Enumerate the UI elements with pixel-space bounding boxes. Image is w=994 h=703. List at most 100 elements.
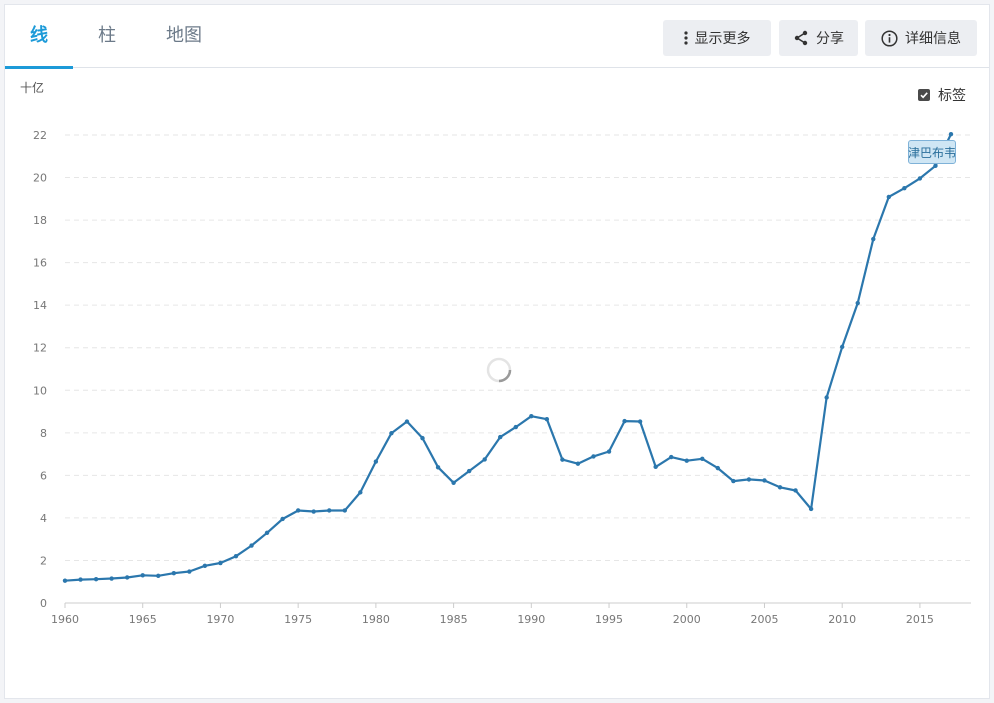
data-point (948, 131, 954, 137)
data-point (482, 457, 487, 462)
info-icon (881, 29, 898, 47)
x-tick-label: 1970 (206, 613, 234, 626)
data-point (824, 395, 829, 400)
data-point (124, 575, 130, 580)
y-tick-label: 0 (40, 597, 47, 610)
show-more-label: 显示更多 (694, 31, 751, 47)
x-tick-label: 1990 (517, 613, 545, 626)
line-chart: 0 2 4 6 8 10 12 14 16 18 20 22 1960 1965 1970 1975 1980… (33, 129, 971, 626)
gridlines (65, 134, 971, 561)
x-tick-label: 2000 (673, 613, 701, 626)
x-tick-label: 1960 (51, 613, 79, 626)
data-point (404, 419, 410, 424)
data-point (420, 435, 425, 441)
y-tick-label: 2 (40, 554, 47, 567)
data-point (855, 300, 860, 306)
x-tick-label: 1980 (362, 613, 390, 626)
y-tick-label: 18 (33, 214, 47, 227)
data-point (669, 454, 674, 460)
data-point (513, 424, 518, 430)
data-point (156, 573, 161, 578)
data-point (62, 578, 68, 583)
data-point (342, 508, 347, 513)
labels-toggle-label: 标签 (938, 88, 966, 104)
share-label: 分享 (816, 31, 844, 47)
data-point (358, 490, 363, 495)
x-tick-label: 1975 (284, 613, 312, 626)
details-label: 详细信息 (905, 31, 961, 47)
data-point (233, 554, 239, 559)
share-icon (793, 30, 809, 46)
data-point (327, 508, 332, 513)
data-point (560, 457, 565, 462)
x-tick-label: 1985 (440, 613, 468, 626)
data-point (808, 506, 814, 512)
series-label-tag: 津巴布韦 (908, 140, 956, 164)
data-point (109, 576, 114, 581)
data-point (171, 571, 177, 576)
chart-panel: 线 柱 地图 显示更多 分享 (4, 4, 990, 699)
data-point (295, 508, 301, 513)
y-tick-label: 12 (33, 342, 47, 355)
data-point (746, 477, 752, 482)
loading-spinner-icon (486, 357, 512, 383)
data-point (622, 418, 627, 424)
data-point (917, 176, 923, 181)
data-point (202, 563, 208, 568)
y-tick-label: 16 (33, 257, 47, 270)
show-more-button[interactable]: 显示更多 (663, 20, 771, 56)
data-point (389, 431, 394, 436)
y-tick-label: 22 (33, 129, 47, 142)
data-point (451, 480, 456, 486)
data-point (715, 465, 721, 471)
data-point (684, 458, 689, 463)
data-point (731, 478, 736, 484)
data-point (762, 478, 767, 483)
x-tick-label: 1995 (595, 613, 623, 626)
tab-bar[interactable]: 柱 (98, 25, 116, 46)
data-point (218, 560, 223, 566)
data-point (902, 185, 907, 191)
data-point (264, 530, 270, 535)
data-point (637, 419, 643, 424)
y-tick-label: 6 (40, 469, 47, 482)
data-point (373, 459, 379, 464)
tab-map[interactable]: 地图 (166, 25, 202, 46)
series-points (62, 131, 954, 583)
data-point (933, 163, 938, 169)
checkmark-icon (920, 92, 928, 99)
data-point (886, 194, 892, 200)
data-point (498, 434, 503, 440)
y-tick-label: 10 (33, 384, 47, 397)
data-point (793, 488, 798, 493)
data-point (529, 414, 534, 419)
labels-toggle[interactable]: 标签 (918, 85, 966, 105)
x-tick-label: 2015 (906, 613, 934, 626)
data-point (187, 569, 192, 574)
data-point (839, 344, 845, 350)
y-tick-label: 8 (40, 427, 47, 440)
data-point (466, 468, 472, 474)
tab-line[interactable]: 线 (5, 5, 73, 69)
y-axis-ticks: 0 2 4 6 8 10 12 14 16 18 20 22 (33, 129, 47, 610)
y-axis-unit: 十亿 (20, 81, 45, 95)
series-line (64, 133, 952, 582)
data-point (93, 576, 99, 582)
data-point (871, 236, 876, 242)
data-point (606, 449, 612, 454)
data-point (700, 456, 705, 461)
data-point (575, 461, 581, 466)
labels-checkbox[interactable] (918, 89, 930, 101)
y-tick-label: 20 (33, 172, 47, 185)
x-tick-label: 1965 (129, 613, 157, 626)
data-point (544, 417, 550, 422)
share-button[interactable]: 分享 (779, 20, 858, 56)
data-point (591, 454, 596, 459)
chart-toolbar: 线 柱 地图 显示更多 分享 (5, 5, 989, 69)
y-tick-label: 14 (33, 299, 47, 312)
details-button[interactable]: 详细信息 (865, 20, 977, 56)
data-point (777, 485, 783, 490)
data-point (140, 573, 145, 578)
y-tick-label: 4 (40, 512, 47, 525)
x-axis-ticks: 1960 1965 1970 1975 1980 1985 1990 1995 2000 2005… (51, 603, 934, 626)
